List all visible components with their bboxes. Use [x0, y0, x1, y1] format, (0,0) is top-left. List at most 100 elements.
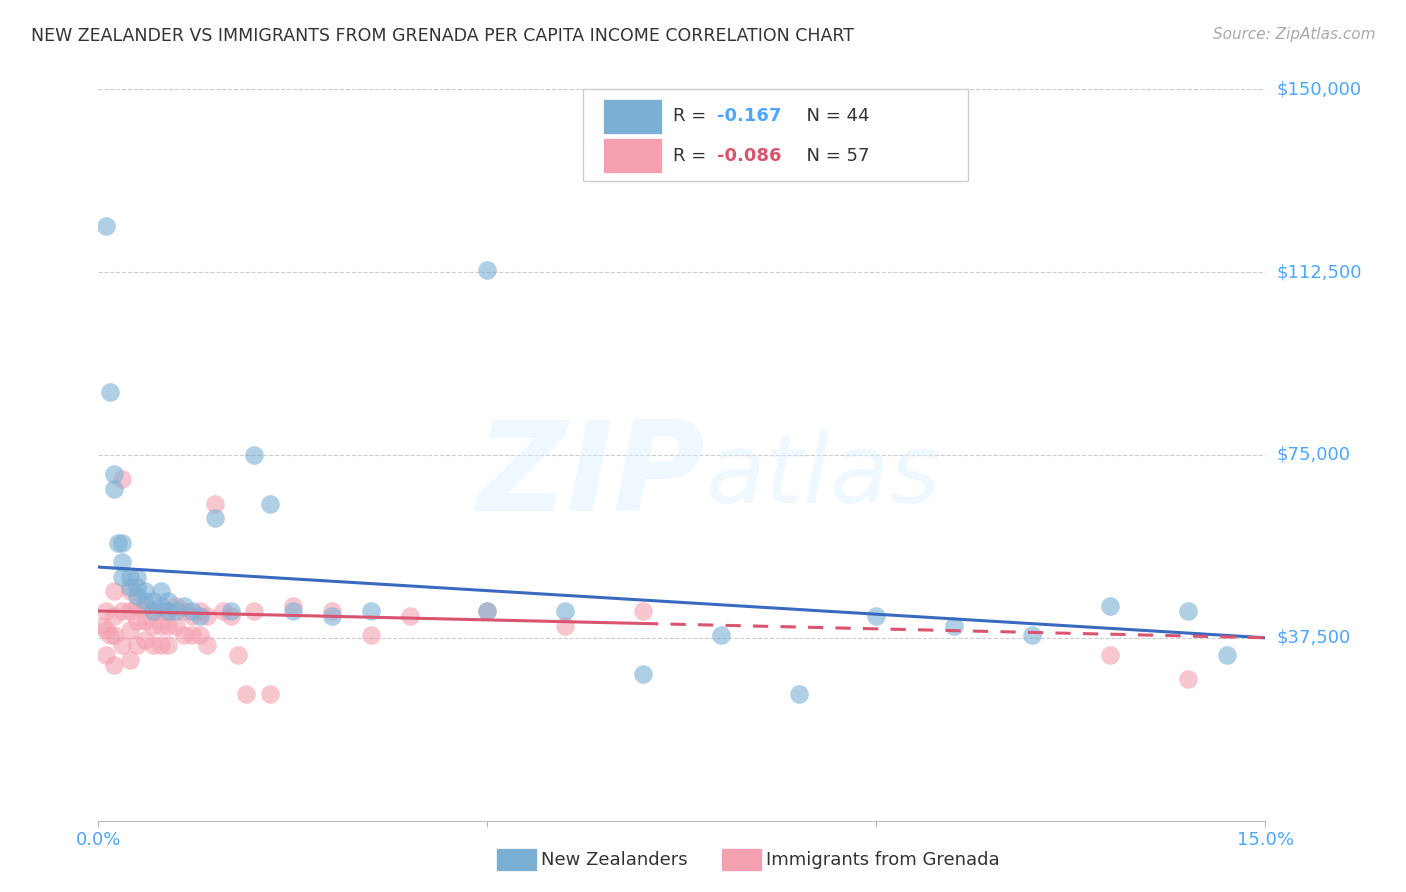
Point	[1215, 648, 1237, 662]
Point	[710, 628, 733, 642]
Point	[118, 624, 141, 638]
Point	[360, 628, 382, 642]
Point	[98, 384, 121, 399]
Point	[243, 604, 266, 618]
Point	[787, 687, 810, 701]
Point	[1098, 648, 1121, 662]
Text: New Zealanders: New Zealanders	[541, 851, 688, 869]
Point	[259, 497, 281, 511]
Point	[195, 638, 218, 652]
Point	[149, 584, 172, 599]
Point	[134, 599, 156, 613]
FancyBboxPatch shape	[582, 89, 967, 180]
Point	[204, 511, 226, 525]
Point	[219, 608, 242, 623]
Text: $112,500: $112,500	[1277, 263, 1362, 281]
Point	[157, 618, 180, 632]
Point	[1177, 604, 1199, 618]
Text: N = 44: N = 44	[796, 107, 869, 126]
Point	[259, 687, 281, 701]
Text: $37,500: $37,500	[1277, 629, 1351, 647]
Point	[127, 614, 149, 628]
Point	[111, 570, 134, 584]
Point	[111, 535, 134, 549]
Point	[243, 448, 266, 462]
Point	[149, 604, 172, 618]
Text: R =: R =	[672, 107, 711, 126]
Point	[111, 638, 134, 652]
Point	[118, 604, 141, 618]
Point	[103, 608, 125, 623]
Point	[943, 618, 966, 632]
Point	[631, 667, 654, 681]
Text: -0.086: -0.086	[717, 147, 782, 165]
Point	[219, 604, 242, 618]
Point	[107, 535, 129, 549]
Point	[360, 604, 382, 618]
Point	[188, 608, 211, 623]
Text: R =: R =	[672, 147, 711, 165]
Point	[103, 657, 125, 672]
Point	[180, 604, 202, 618]
Point	[212, 604, 235, 618]
Point	[235, 687, 257, 701]
Point	[134, 633, 156, 648]
Point	[98, 628, 121, 642]
Point	[142, 604, 165, 618]
Point	[321, 604, 343, 618]
Point	[103, 467, 125, 482]
Point	[118, 653, 141, 667]
Point	[180, 608, 202, 623]
Text: -0.167: -0.167	[717, 107, 782, 126]
Point	[173, 628, 195, 642]
Point	[96, 648, 118, 662]
Point	[477, 262, 499, 277]
Point	[103, 584, 125, 599]
Point	[142, 638, 165, 652]
Point	[149, 599, 172, 613]
Point	[96, 604, 118, 618]
Text: atlas: atlas	[706, 430, 941, 524]
Point	[103, 628, 125, 642]
Point	[631, 604, 654, 618]
Point	[321, 608, 343, 623]
Point	[149, 618, 172, 632]
Point	[91, 618, 114, 632]
Point	[165, 604, 187, 618]
Text: Immigrants from Grenada: Immigrants from Grenada	[766, 851, 1000, 869]
Point	[118, 570, 141, 584]
Text: $150,000: $150,000	[1277, 80, 1361, 98]
Point	[204, 497, 226, 511]
Point	[195, 608, 218, 623]
Text: Source: ZipAtlas.com: Source: ZipAtlas.com	[1212, 27, 1375, 42]
Point	[127, 580, 149, 594]
Point	[111, 472, 134, 486]
Point	[157, 594, 180, 608]
Point	[127, 599, 149, 613]
Point	[228, 648, 250, 662]
Point	[127, 570, 149, 584]
Point	[173, 599, 195, 613]
Point	[554, 618, 576, 632]
FancyBboxPatch shape	[603, 138, 662, 174]
Point	[142, 604, 165, 618]
Point	[118, 580, 141, 594]
Point	[477, 604, 499, 618]
Text: ZIP: ZIP	[477, 417, 706, 537]
Point	[1098, 599, 1121, 613]
Point	[477, 604, 499, 618]
Point	[118, 584, 141, 599]
FancyBboxPatch shape	[603, 99, 662, 134]
Point	[142, 594, 165, 608]
Point	[157, 604, 180, 618]
Text: NEW ZEALANDER VS IMMIGRANTS FROM GRENADA PER CAPITA INCOME CORRELATION CHART: NEW ZEALANDER VS IMMIGRANTS FROM GRENADA…	[31, 27, 853, 45]
Point	[142, 618, 165, 632]
Point	[127, 638, 149, 652]
Point	[398, 608, 420, 623]
Text: $75,000: $75,000	[1277, 446, 1351, 464]
Point	[165, 599, 187, 613]
Point	[127, 590, 149, 604]
Text: N = 57: N = 57	[796, 147, 869, 165]
Point	[96, 624, 118, 638]
Point	[1021, 628, 1043, 642]
